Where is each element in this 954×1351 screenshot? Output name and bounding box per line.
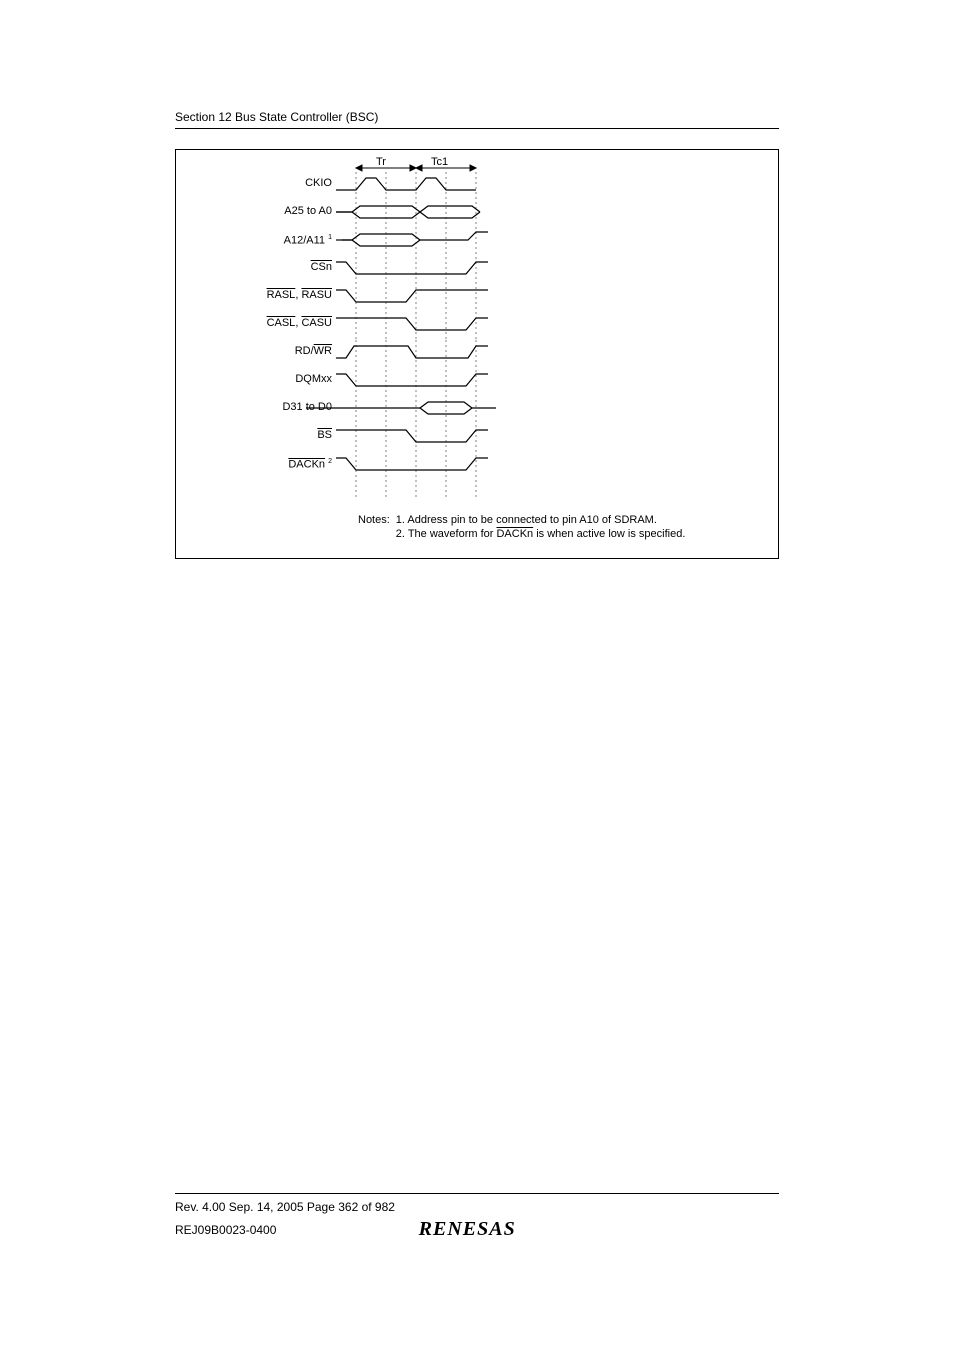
page: Section 12 Bus State Controller (BSC) Tr… [0, 0, 954, 1351]
footer-rev-line: Rev. 4.00 Sep. 14, 2005 Page 362 of 982 [175, 1200, 779, 1214]
notes-lead: Notes: [358, 513, 390, 527]
signal-label: DACKn 2 [182, 458, 332, 471]
note-2-post: is when active low is specified. [533, 528, 685, 540]
page-footer: Rev. 4.00 Sep. 14, 2005 Page 362 of 982 … [175, 1193, 779, 1241]
signal-label: A25 to A0 [182, 206, 332, 217]
note-2-over: DACKn [496, 528, 533, 540]
figure-notes: Notes: 1. Address pin to be connected to… [358, 513, 685, 542]
signal-label: BS [182, 430, 332, 441]
signal-label: DQMxx [182, 374, 332, 385]
renesas-logo: RENESAS [419, 1218, 516, 1241]
footer-doc-id: REJ09B0023-0400 [175, 1223, 276, 1237]
signal-label: RD/WR [182, 346, 332, 357]
signal-label: CASL, CASU [182, 318, 332, 329]
timing-diagram-svg [176, 150, 780, 510]
note-2: 2. The waveform for DACKn is when active… [396, 527, 686, 541]
section-header: Section 12 Bus State Controller (BSC) [175, 110, 779, 129]
signal-label: CKIO [182, 178, 332, 189]
signal-label: RASL, RASU [182, 290, 332, 301]
signal-label: A12/A11 1 [182, 234, 332, 247]
timing-figure: Tr Tc1 [175, 149, 779, 559]
signal-label: D31 to D0 [182, 402, 332, 413]
note-1: 1. Address pin to be connected to pin A1… [396, 513, 657, 527]
note-2-pre: 2. The waveform for [396, 528, 497, 540]
signal-label: CSn [182, 262, 332, 273]
